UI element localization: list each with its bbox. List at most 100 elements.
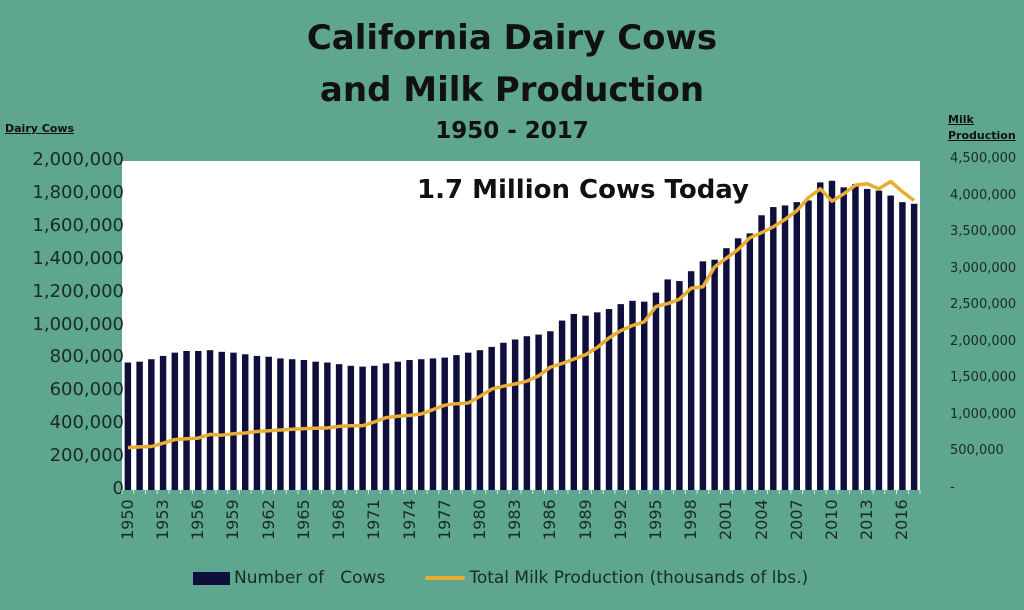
bar-1950 xyxy=(124,362,132,490)
bar-2000 xyxy=(711,259,718,490)
left-y-tick: 600,000 xyxy=(49,379,124,401)
bar-1987 xyxy=(558,320,566,490)
bar-1976 xyxy=(429,358,437,490)
bar-1973 xyxy=(394,361,402,490)
bar-1957 xyxy=(206,350,214,490)
bar-1988 xyxy=(570,313,578,490)
milk-production-line xyxy=(127,179,916,450)
bar-1963 xyxy=(277,358,284,490)
bar-1977 xyxy=(441,357,448,490)
bar-2017 xyxy=(910,203,918,490)
bar-1998 xyxy=(687,271,695,490)
left-axis-title: Dairy Cows xyxy=(5,122,75,135)
bar-1990 xyxy=(594,312,601,490)
bar-1953 xyxy=(159,355,167,490)
legend-line-swatch xyxy=(425,576,466,580)
bar-1994 xyxy=(640,301,648,490)
bar-1980 xyxy=(476,350,484,490)
left-y-tick: 1,800,000 xyxy=(32,181,124,203)
annotation-text: 1.7 Million Cows Today xyxy=(417,175,749,205)
chart-subtitle: 1950 - 2017 xyxy=(435,118,589,144)
bar-1958 xyxy=(218,351,225,490)
bar-2008 xyxy=(805,200,812,491)
bar-1959 xyxy=(230,352,237,490)
bar-1995 xyxy=(652,292,660,490)
bar-1999 xyxy=(699,261,707,490)
left-y-tick: 200,000 xyxy=(49,445,124,467)
bar-2001 xyxy=(723,248,730,490)
legend-line-label: Total Milk Production (thousands of lbs.… xyxy=(469,568,809,588)
bar-2012 xyxy=(852,184,859,490)
right-y-tick: 2,500,000 xyxy=(950,297,1017,313)
bar-1974 xyxy=(406,360,413,490)
bar-1955 xyxy=(183,350,190,490)
right-y-tick: 3,500,000 xyxy=(950,224,1017,240)
bar-2009 xyxy=(817,182,824,490)
left-y-tick: 1,600,000 xyxy=(32,214,124,236)
bar-2004 xyxy=(758,215,765,490)
bar-1984 xyxy=(523,336,531,490)
bar-1966 xyxy=(312,361,319,490)
bar-1993 xyxy=(629,300,636,490)
legend-bar-swatch xyxy=(193,571,230,585)
bar-2010 xyxy=(828,180,836,491)
bar-2014 xyxy=(875,190,883,491)
bar-1960 xyxy=(241,354,249,490)
bar-1992 xyxy=(617,304,624,490)
bar-1962 xyxy=(265,356,272,490)
bar-2011 xyxy=(840,187,847,490)
bar-2005 xyxy=(770,207,777,490)
bar-1965 xyxy=(300,360,308,490)
bar-1969 xyxy=(347,365,355,490)
bar-1956 xyxy=(195,350,202,490)
bar-2003 xyxy=(746,233,754,490)
bar-1997 xyxy=(676,281,683,490)
bar-1982 xyxy=(500,342,507,490)
bar-1985 xyxy=(535,334,542,490)
bar-1981 xyxy=(488,346,495,490)
legend: Number of Cows Total Milk Production (th… xyxy=(193,568,808,588)
bar-2002 xyxy=(734,238,742,490)
bar-1971 xyxy=(371,365,378,490)
legend-bar-label: Number of Cows xyxy=(234,568,386,588)
bar-1989 xyxy=(582,315,589,490)
left-y-tick: 2,000,000 xyxy=(32,149,124,170)
right-y-tick: 500,000 xyxy=(950,443,1004,459)
right-y-tick: 4,000,000 xyxy=(950,187,1017,203)
bar-2007 xyxy=(793,202,801,490)
bar-2016 xyxy=(899,202,906,490)
left-y-tick: 400,000 xyxy=(49,412,124,434)
right-axis-title: Milk Production xyxy=(948,113,1016,142)
bar-2013 xyxy=(863,188,871,490)
bar-1951 xyxy=(136,361,143,490)
right-y-tick: - xyxy=(950,480,955,495)
bar-1979 xyxy=(464,352,472,490)
bar-2006 xyxy=(781,205,789,491)
bar-1954 xyxy=(171,352,179,490)
left-y-tick: 1,200,000 xyxy=(32,280,124,302)
bar-1952 xyxy=(148,359,155,490)
bar-1964 xyxy=(288,359,296,490)
right-y-tick: 3,000,000 xyxy=(950,260,1017,276)
left-y-tick: 1,400,000 xyxy=(32,247,124,269)
bar-2015 xyxy=(887,195,894,491)
bar-1996 xyxy=(664,279,671,490)
left-y-tick: 0 xyxy=(112,478,124,499)
right-y-tick: 4,500,000 xyxy=(950,151,1017,166)
bar-1970 xyxy=(359,366,366,490)
chart-title-line2: and Milk Production xyxy=(319,70,705,110)
right-y-tick: 1,000,000 xyxy=(950,406,1017,422)
bar-1961 xyxy=(253,355,261,490)
left-y-tick: 800,000 xyxy=(49,346,124,368)
bar-1986 xyxy=(547,331,554,490)
right-y-tick: 1,500,000 xyxy=(950,370,1017,386)
bar-1972 xyxy=(382,363,390,490)
bar-1975 xyxy=(418,359,425,490)
bar-1983 xyxy=(511,339,519,490)
right-y-tick: 2,000,000 xyxy=(950,333,1017,349)
bar-1978 xyxy=(453,355,460,490)
chart-title-line1: California Dairy Cows xyxy=(306,18,718,58)
left-y-tick: 1,000,000 xyxy=(32,313,124,335)
bar-1991 xyxy=(605,309,613,490)
